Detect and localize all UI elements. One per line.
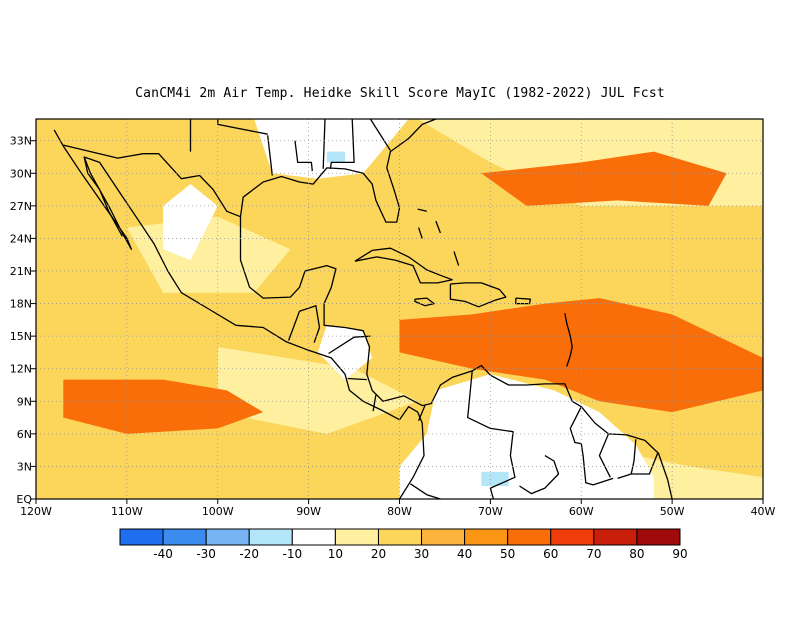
colorbar-label: -30	[196, 547, 216, 561]
colorbar-label: 10	[328, 547, 343, 561]
coastline-segment	[287, 305, 321, 341]
coastline-segment	[449, 282, 507, 308]
coastline-segment	[322, 119, 326, 169]
colorbar-label: 70	[586, 547, 601, 561]
colorbar: -40 -30 -20 -10 10 20 30 40 50 60 70 80 90	[119, 528, 688, 561]
x-tick-label: 60W	[569, 505, 594, 518]
colorbar-label: 30	[414, 547, 429, 561]
colorbar-swatch	[162, 528, 207, 546]
x-tick-label: 120W	[20, 505, 52, 518]
coastline-segment	[417, 227, 423, 239]
skill-region-negative-patches	[326, 151, 345, 163]
coastline-segment	[414, 297, 435, 307]
coastline-segment	[564, 313, 573, 367]
coastline-segment	[417, 405, 426, 422]
colorbar-label: 40	[457, 547, 472, 561]
colorbar-label: 90	[672, 547, 687, 561]
y-tick-label: 33N	[10, 135, 32, 148]
colorbar-label: 50	[500, 547, 515, 561]
coastline-segment	[267, 135, 273, 176]
coastline-segment	[313, 327, 321, 343]
y-tick-label: 6N	[17, 428, 32, 441]
coastline-segment	[417, 208, 427, 212]
x-tick-label: 100W	[202, 505, 234, 518]
skill-region-white-land-sa	[399, 374, 654, 499]
colorbar-swatch	[550, 528, 595, 546]
skill-region-white-land-na	[199, 119, 436, 179]
coastline-segment	[347, 377, 367, 381]
colorbar-swatch	[636, 528, 681, 546]
coastline-segment	[453, 251, 460, 266]
coastline-segment	[369, 119, 391, 151]
coastline-segment	[83, 156, 123, 237]
skill-field	[36, 119, 763, 499]
colorbar-swatch	[377, 528, 423, 546]
coastline-segment	[569, 406, 614, 486]
colorbar-swatch	[205, 528, 250, 546]
x-tick-label: 80W	[387, 505, 412, 518]
skill-region-negative-patches	[481, 471, 509, 486]
x-axis-ticks: 120W 110W 100W 90W 80W 70W 60W 50W 40W	[20, 499, 776, 518]
skill-region-white-land-na	[317, 325, 373, 380]
coastline-segment	[410, 483, 441, 499]
coastline-segment	[519, 455, 560, 495]
coastline-segment	[294, 140, 313, 172]
colorbar-label: -10	[283, 547, 303, 561]
coastline-segment	[598, 433, 611, 478]
y-tick-label: EQ	[16, 493, 32, 506]
coastline-segment	[515, 297, 532, 305]
coastline-segment	[239, 119, 437, 223]
colorbar-swatch	[593, 528, 638, 546]
colorbar-label: 60	[543, 547, 558, 561]
y-tick-label: 9N	[17, 395, 32, 408]
coastline-segment	[372, 394, 377, 412]
colorbar-swatch	[119, 528, 164, 546]
coastline-segment	[53, 129, 425, 499]
colorbar-swatch	[464, 528, 509, 546]
coastline-segment	[63, 144, 241, 218]
coastline-segment	[354, 247, 453, 284]
colorbar-swatch	[291, 528, 336, 546]
skill-region-white-land-na	[163, 184, 218, 261]
x-tick-label: 40W	[751, 505, 776, 518]
x-tick-label: 90W	[296, 505, 321, 518]
coastline-segment	[617, 453, 659, 480]
skill-region-warm-east-pacific	[63, 379, 264, 434]
colorbar-swatch	[507, 528, 552, 546]
y-tick-label: 15N	[10, 330, 32, 343]
colorbar-swatch	[421, 528, 466, 546]
colorbar-swatch	[334, 528, 379, 546]
y-tick-label: 12N	[10, 363, 32, 376]
coastline-segment	[435, 220, 442, 234]
colorbar-label: -40	[153, 547, 173, 561]
coastline-segment	[329, 119, 355, 169]
coastline-segment	[630, 439, 637, 475]
y-axis-ticks: EQ 3N 6N 9N 12N 15N 18N 21N 24N 27N 30N 33N	[10, 135, 36, 506]
y-tick-label: 18N	[10, 298, 32, 311]
map-title: CanCM4i 2m Air Temp. Heidke Skill Score …	[135, 86, 665, 101]
coastline-segment	[217, 119, 268, 135]
colorbar-label: -20	[239, 547, 259, 561]
y-tick-label: 21N	[10, 265, 32, 278]
skill-region-light-subtropics	[217, 347, 418, 434]
y-tick-label: 30N	[10, 167, 32, 180]
grid-lines	[36, 119, 763, 499]
x-tick-label: 50W	[660, 505, 685, 518]
coastline-layer	[53, 119, 673, 499]
coastline-segment	[467, 370, 516, 499]
colorbar-swatch	[248, 528, 293, 546]
y-tick-label: 3N	[17, 460, 32, 473]
colorbar-label: 20	[371, 547, 386, 561]
coastline-segment	[239, 216, 673, 499]
y-tick-label: 27N	[10, 200, 32, 213]
y-tick-label: 24N	[10, 232, 32, 245]
colorbar-label: 80	[629, 547, 644, 561]
x-tick-label: 110W	[111, 505, 143, 518]
skill-region-warm-caribbean	[481, 151, 727, 206]
x-tick-label: 70W	[478, 505, 503, 518]
